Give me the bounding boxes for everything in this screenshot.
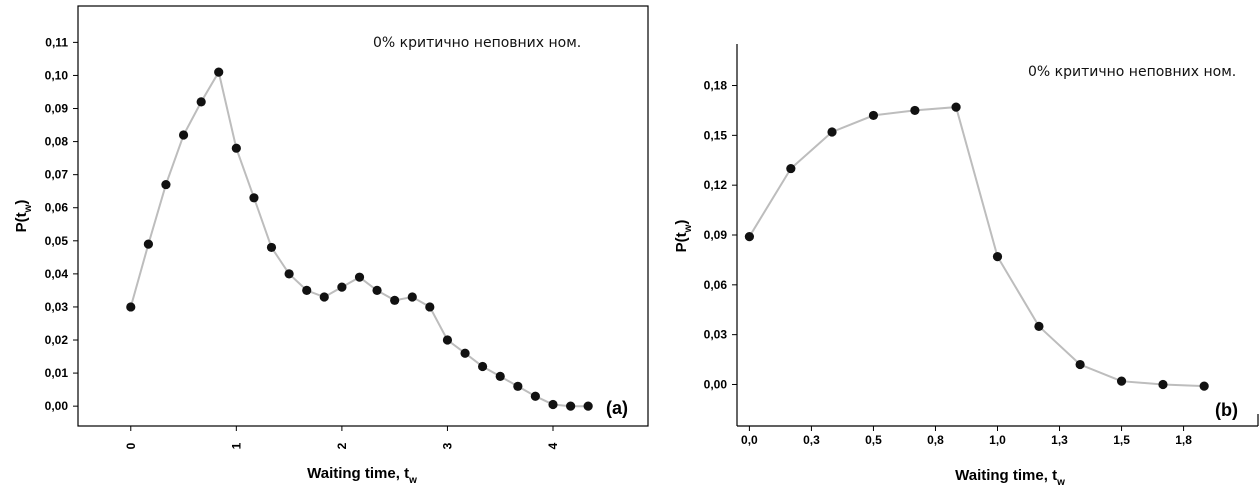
data-point xyxy=(1034,321,1044,331)
data-point xyxy=(744,232,755,242)
data-point xyxy=(284,269,294,279)
y-axis-label: P(tw) xyxy=(673,220,694,253)
x-tick-label: 1 xyxy=(229,442,243,449)
data-point xyxy=(460,348,470,358)
y-tick-label: 0,10 xyxy=(45,68,69,82)
panel-label: (b) xyxy=(1215,400,1238,420)
data-point xyxy=(390,295,400,305)
y-tick-label: 0,15 xyxy=(704,128,728,142)
data-point xyxy=(1116,376,1127,386)
data-point xyxy=(1075,359,1085,370)
y-tick-label: 0,11 xyxy=(45,35,68,49)
data-point xyxy=(530,391,540,401)
data-point xyxy=(477,361,488,372)
data-point xyxy=(354,272,365,282)
data-point xyxy=(196,97,206,107)
y-tick-label: 0,00 xyxy=(45,399,69,413)
data-point xyxy=(513,381,523,391)
data-point xyxy=(910,105,920,116)
x-tick-label: 0,3 xyxy=(803,433,820,447)
series-line xyxy=(129,69,589,408)
chart-panel-a: 0,00 0,01 0,02 0,03 0,04 0,05 0,06 0,07 0,08 0,09… xyxy=(13,5,649,486)
data-point xyxy=(337,282,347,292)
y-tick-label: 0,06 xyxy=(704,278,728,292)
data-point xyxy=(442,335,453,345)
data-point xyxy=(319,292,329,302)
y-tick-label: 0,12 xyxy=(704,178,728,192)
data-point xyxy=(868,110,879,121)
data-point xyxy=(583,401,593,411)
data-point xyxy=(178,130,189,140)
y-tick-label: 0,18 xyxy=(704,79,728,93)
y-tick-label: 0,07 xyxy=(45,168,69,182)
data-point xyxy=(372,285,382,296)
data-point xyxy=(126,302,136,312)
data-point xyxy=(1158,379,1168,390)
y-tick-label: 0,06 xyxy=(45,201,69,215)
x-tick-label: 1,0 xyxy=(989,433,1006,447)
data-point xyxy=(786,163,796,174)
y-tick-label: 0,02 xyxy=(45,333,69,347)
data-point xyxy=(425,302,435,312)
data-point xyxy=(566,401,576,411)
x-axis-label: Waiting time, tw xyxy=(307,465,417,486)
plot-frame xyxy=(77,5,649,427)
x-tick-label: 1,5 xyxy=(1113,433,1130,447)
x-tick-label: 1,8 xyxy=(1175,433,1192,447)
panel-label: (a) xyxy=(606,398,628,418)
data-point xyxy=(214,67,224,77)
data-point xyxy=(231,143,241,153)
y-tick-label: 0,09 xyxy=(45,102,69,116)
chart-annotation: 0% критично неповних ном. xyxy=(1028,64,1236,80)
data-point xyxy=(827,127,837,137)
data-point xyxy=(266,242,277,253)
x-tick-label: 0 xyxy=(124,442,138,449)
y-tick-label: 0,09 xyxy=(704,228,728,242)
data-point xyxy=(495,371,505,381)
data-point xyxy=(951,102,961,112)
y-tick-label: 0,05 xyxy=(45,234,69,248)
data-point xyxy=(1199,381,1209,391)
y-tick-label: 0,03 xyxy=(704,328,728,342)
y-tick-label: 0,08 xyxy=(45,135,69,149)
data-point xyxy=(249,193,259,203)
x-tick-label: 2 xyxy=(335,442,349,449)
data-point xyxy=(992,251,1003,262)
data-point xyxy=(302,285,312,296)
y-tick-label: 0,00 xyxy=(704,377,728,391)
chart-panel-b: 0,00 0,03 0,06 0,09 0,12 0,15 0,18 0,0 0,3 0,5 0,8… xyxy=(673,44,1259,488)
y-axis-label: P(tw) xyxy=(13,200,34,233)
data-point xyxy=(143,239,154,249)
x-tick-label: 4 xyxy=(546,442,560,449)
x-axis-label: Waiting time, tw xyxy=(955,467,1065,488)
x-tick-label: 0,0 xyxy=(741,433,758,447)
x-tick-label: 1,3 xyxy=(1051,433,1068,447)
y-tick-label: 0,04 xyxy=(45,267,69,281)
x-tick-label: 0,8 xyxy=(927,433,944,447)
y-tick-label: 0,01 xyxy=(45,366,69,380)
data-point xyxy=(161,179,171,190)
data-point xyxy=(407,292,417,302)
chart-annotation: 0% критично неповних ном. xyxy=(373,35,581,51)
data-point xyxy=(548,399,558,410)
y-tick-label: 0,03 xyxy=(45,300,69,314)
x-tick-label: 0,5 xyxy=(865,433,882,447)
series-line xyxy=(748,106,1205,388)
x-tick-label: 3 xyxy=(440,442,454,449)
